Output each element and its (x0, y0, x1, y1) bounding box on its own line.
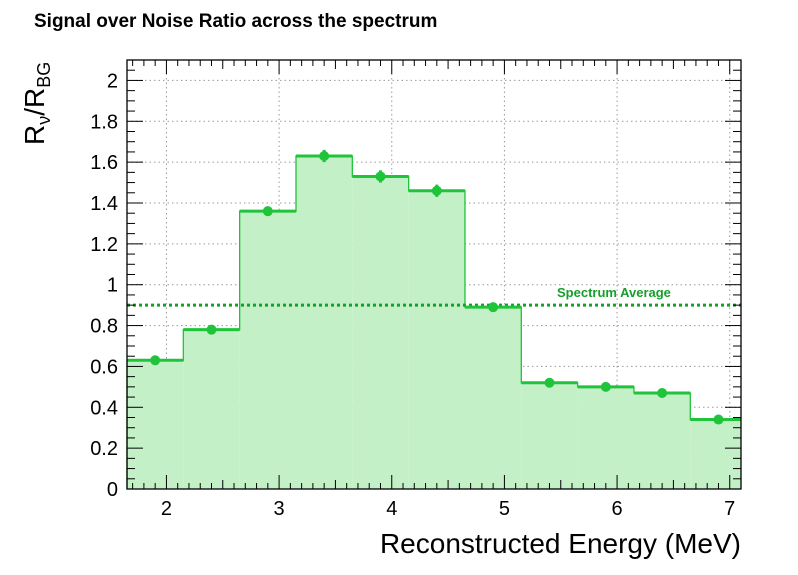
x-tick-label-4: 6 (612, 498, 623, 520)
bar-fill-0 (127, 360, 184, 489)
bar-fill-6 (464, 307, 522, 489)
x-tick-label-5: 7 (724, 498, 735, 520)
y-tick-label-9: 1.8 (90, 111, 118, 133)
y-axis-title-slash-r: /R (19, 88, 50, 116)
axis-ticks (127, 59, 742, 490)
average-label: Spectrum Average (557, 285, 671, 300)
y-tick-label-0: 0 (107, 479, 118, 501)
data-point-10 (713, 414, 724, 425)
x-tick-labels: 2 3 4 5 6 7 (161, 498, 735, 520)
x-tick-label-3: 5 (499, 498, 510, 520)
y-tick-label-8: 1.6 (90, 152, 118, 174)
data-point-4 (375, 171, 386, 182)
x-tick-label-0: 2 (161, 498, 172, 520)
x-axis-title: Reconstructed Energy (MeV) (380, 528, 741, 559)
data-point-1 (206, 324, 217, 335)
y-tick-label-7: 1.4 (90, 193, 118, 215)
data-point-8 (600, 381, 611, 392)
data-points (127, 149, 741, 425)
chart-title: Signal over Noise Ratio across the spect… (34, 11, 437, 32)
data-point-0 (150, 355, 161, 366)
y-tick-label-4: 0.8 (90, 316, 118, 338)
y-tick-label-1: 0.2 (90, 438, 118, 460)
bar-fill-8 (577, 386, 634, 489)
data-point-9 (657, 387, 668, 398)
bar-fill-4 (352, 176, 409, 489)
histogram-bars (126, 155, 741, 489)
y-tick-label-10: 2 (107, 70, 118, 92)
bar-fill-9 (633, 392, 691, 489)
y-tick-label-5: 1 (107, 275, 118, 297)
bar-fill-1 (183, 329, 240, 489)
bar-fill-10 (690, 419, 741, 489)
bar-fill-5 (408, 190, 465, 489)
bar-fill-7 (521, 382, 578, 489)
data-point-2 (262, 206, 273, 217)
y-axis-title-r: R (19, 125, 50, 145)
y-tick-labels: 0 0.2 0.4 0.6 0.8 1 1.2 1.4 1.6 1.8 2 (90, 70, 118, 501)
data-point-3 (319, 151, 330, 162)
data-point-5 (431, 185, 442, 196)
bar-fill-3 (295, 156, 353, 489)
data-point-6 (488, 302, 499, 313)
y-tick-label-6: 1.2 (90, 234, 118, 256)
y-axis-title: Rν/RBG (19, 62, 54, 145)
x-tick-label-2: 4 (386, 498, 397, 520)
data-point-7 (544, 377, 555, 388)
x-tick-label-1: 3 (274, 498, 285, 520)
y-tick-label-3: 0.6 (90, 356, 118, 378)
y-axis-title-sub-bg: BG (34, 62, 54, 88)
y-axis-title-sub-nu: ν (34, 116, 54, 125)
y-tick-label-2: 0.4 (90, 397, 118, 419)
bar-fill-2 (239, 211, 296, 489)
